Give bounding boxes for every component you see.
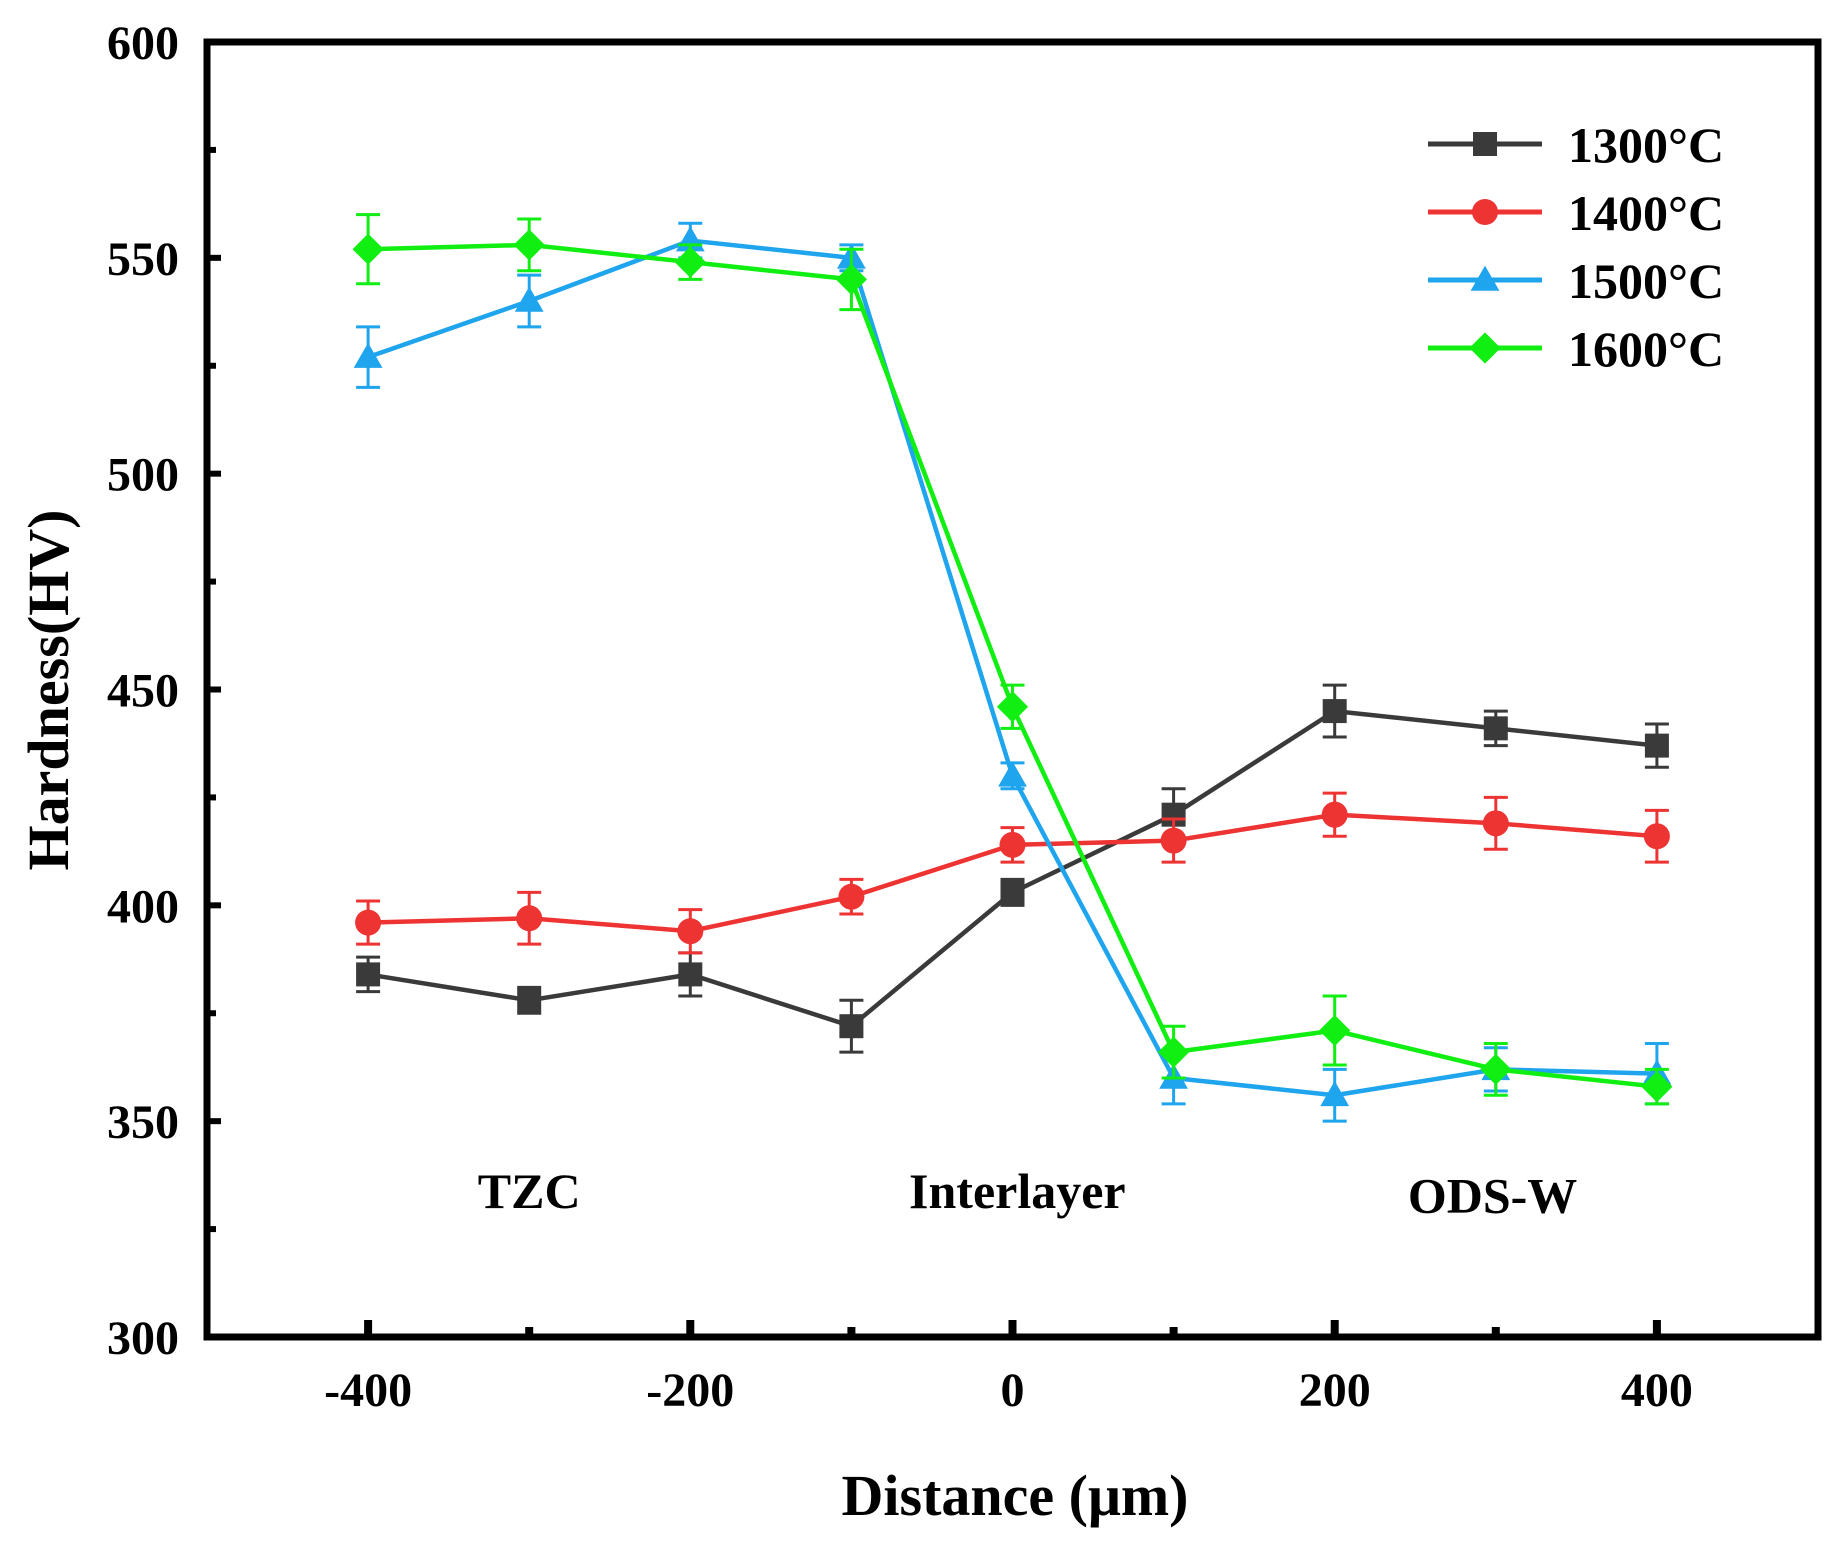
series-1600c <box>352 213 1673 1106</box>
legend-item: 1500°C <box>1428 253 1724 309</box>
data-point <box>513 229 545 261</box>
data-series <box>352 213 1673 1123</box>
data-point <box>839 1014 864 1039</box>
series-line <box>367 708 1658 1029</box>
legend-label: 1600°C <box>1568 321 1724 377</box>
annotation-label: TZC <box>478 1163 581 1219</box>
data-point <box>355 909 382 936</box>
legend-item: 1600°C <box>1428 321 1724 377</box>
y-tick-label: 450 <box>107 665 179 718</box>
data-point <box>514 286 544 312</box>
x-tick-label: 0 <box>1001 1364 1025 1417</box>
data-point <box>1644 733 1669 758</box>
data-point <box>356 962 381 987</box>
data-point <box>1482 810 1509 837</box>
data-point <box>1319 1014 1351 1047</box>
legend: 1300°C 1400°C 1500°C 1600°C <box>1428 117 1724 377</box>
series-line <box>367 238 1657 1098</box>
data-point <box>998 761 1027 787</box>
legend-item: 1300°C <box>1428 117 1724 173</box>
data-point <box>516 905 543 932</box>
region-annotations: TZC Interlayer ODS-W <box>478 1163 1578 1223</box>
data-point <box>677 918 704 945</box>
axis-ticks: 300 350 400 450 500 550 600 -400 -200 0 200 400 <box>107 17 1693 1417</box>
legend-marker <box>1472 199 1498 225</box>
data-point <box>352 233 384 265</box>
legend-label: 1400°C <box>1568 185 1724 241</box>
y-tick-label: 350 <box>107 1096 179 1149</box>
data-point <box>1000 880 1025 905</box>
data-point <box>838 883 865 910</box>
data-point <box>1641 1071 1673 1103</box>
data-point <box>353 342 383 368</box>
x-axis-title: Distance (μm) <box>842 1463 1189 1528</box>
y-axis-title: Hardness(HV) <box>16 510 81 871</box>
series-line <box>368 242 1658 1089</box>
legend-label: 1500°C <box>1568 253 1724 309</box>
annotation-label: Interlayer <box>909 1163 1126 1219</box>
x-tick-label: -200 <box>646 1364 734 1417</box>
x-tick-label: 200 <box>1299 1364 1371 1417</box>
data-point <box>1160 827 1187 854</box>
legend-marker <box>1473 132 1497 156</box>
data-point <box>1158 1036 1190 1068</box>
data-point <box>517 988 542 1013</box>
series-1500c <box>353 221 1672 1123</box>
data-point <box>674 246 706 278</box>
series-1400c <box>355 791 1670 955</box>
data-point <box>678 962 703 987</box>
data-point <box>996 691 1029 723</box>
data-point <box>1322 699 1347 724</box>
y-tick-label: 500 <box>107 449 179 502</box>
x-tick-label: -400 <box>324 1364 412 1417</box>
data-point <box>999 831 1026 858</box>
y-tick-label: 600 <box>107 17 179 70</box>
data-point <box>835 263 867 296</box>
x-tick-label: 400 <box>1621 1364 1693 1417</box>
legend-marker <box>1470 265 1500 291</box>
data-point <box>1480 1053 1512 1085</box>
y-tick-label: 300 <box>107 1312 179 1365</box>
data-point <box>1320 1080 1350 1107</box>
annotation-label: ODS-W <box>1408 1168 1577 1224</box>
data-point <box>1321 801 1348 828</box>
data-point <box>1643 823 1670 850</box>
legend-label: 1300°C <box>1568 117 1724 173</box>
y-tick-label: 550 <box>107 233 179 286</box>
data-point <box>1483 716 1508 741</box>
legend-marker <box>1469 332 1501 364</box>
y-tick-label: 400 <box>107 880 179 933</box>
legend-item: 1400°C <box>1428 185 1724 241</box>
series-1300c <box>356 683 1669 1054</box>
